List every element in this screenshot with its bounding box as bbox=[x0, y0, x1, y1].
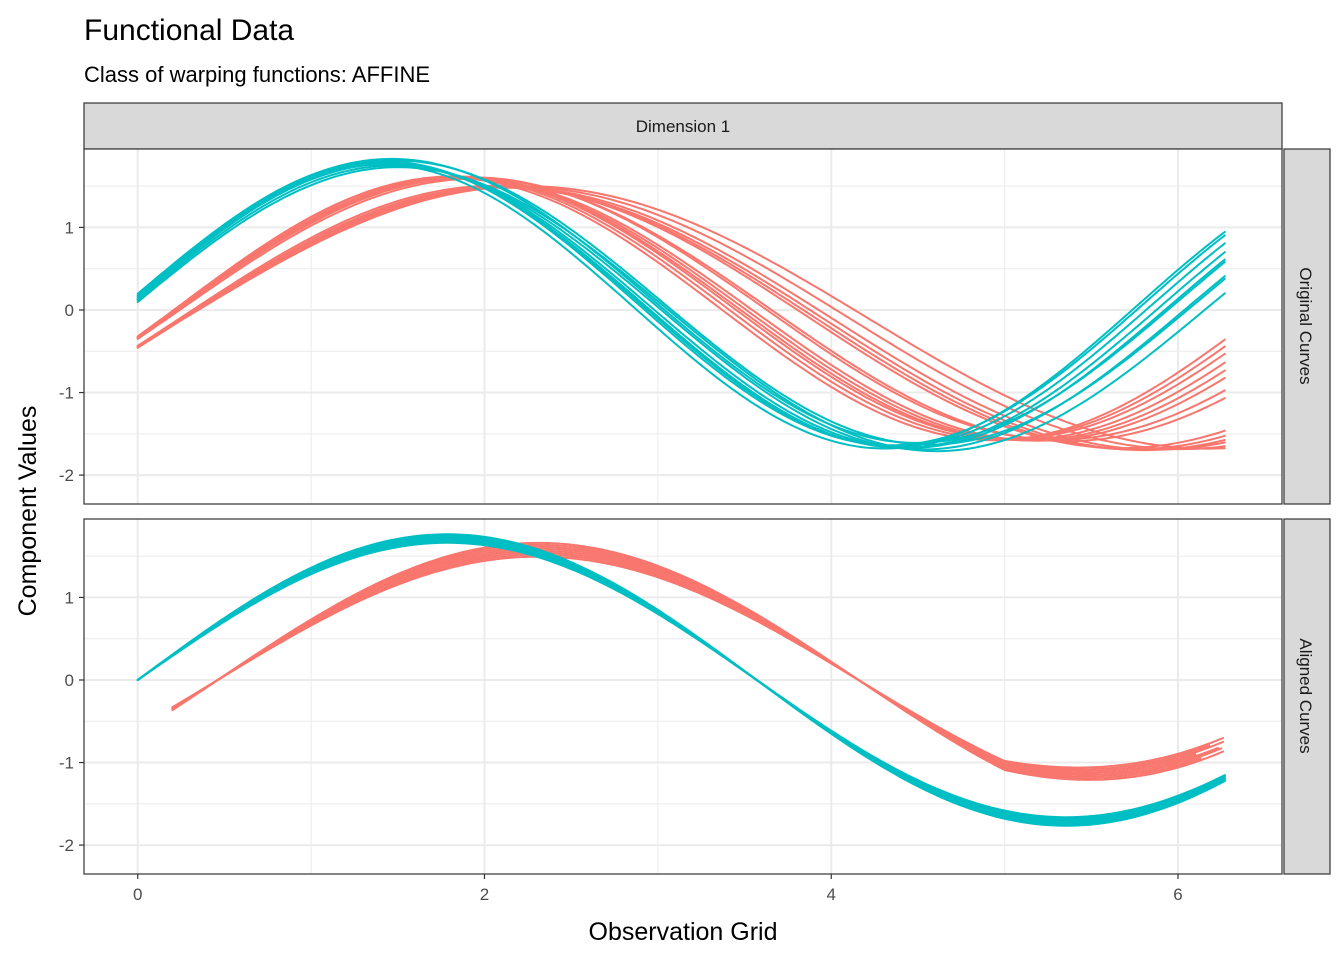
curve-teal-original-8 bbox=[136, 160, 1226, 447]
x-axis: 0 2 4 6 bbox=[133, 874, 1183, 904]
panel-aligned-curves: -2 -1 0 1 bbox=[59, 518, 1283, 875]
curve-red-original-14 bbox=[136, 176, 1226, 441]
curve-red-aligned-5 bbox=[171, 547, 1219, 776]
curve-teal-original-9 bbox=[136, 163, 1226, 450]
column-strip-label: Dimension 1 bbox=[636, 117, 731, 136]
curve-red-aligned-8 bbox=[171, 541, 1225, 781]
y-tick-label: 1 bbox=[65, 218, 74, 237]
x-tick-label: 4 bbox=[826, 885, 835, 904]
row-strip-aligned-label: Aligned Curves bbox=[1296, 638, 1315, 753]
curve-red-aligned-1 bbox=[171, 555, 1225, 769]
x-tick-label: 2 bbox=[480, 885, 489, 904]
row-strip-original bbox=[1283, 148, 1331, 505]
panel-original-curves: -2 -1 0 1 bbox=[59, 148, 1283, 505]
chart-subtitle: Class of warping functions: AFFINE bbox=[84, 62, 430, 87]
y-tick-label: -1 bbox=[59, 754, 74, 773]
curve-red-original-12 bbox=[136, 175, 1226, 440]
curve-red-aligned-3 bbox=[171, 551, 1225, 772]
y-tick-label: 0 bbox=[65, 301, 74, 320]
x-tick-label: 6 bbox=[1173, 885, 1182, 904]
y-tick-label: -2 bbox=[59, 836, 74, 855]
y-axis-label: Component Values bbox=[14, 406, 42, 617]
curve-teal-aligned-9 bbox=[136, 533, 1226, 827]
row-strip-original-label: Original Curves bbox=[1296, 267, 1315, 384]
column-strip bbox=[83, 102, 1283, 150]
curve-red-aligned-4 bbox=[180, 549, 1197, 774]
x-tick-label: 0 bbox=[133, 885, 142, 904]
curve-red-aligned-2 bbox=[188, 553, 1211, 771]
x-axis-label: Observation Grid bbox=[589, 918, 778, 946]
row-strip-aligned bbox=[1283, 518, 1331, 875]
y-tick-label: -1 bbox=[59, 384, 74, 403]
chart-title: Functional Data bbox=[84, 14, 294, 47]
curve-red-aligned-6 bbox=[174, 545, 1223, 778]
y-tick-label: 1 bbox=[65, 588, 74, 607]
y-tick-label: -2 bbox=[59, 466, 74, 485]
curve-teal-original-1 bbox=[136, 166, 1226, 453]
curve-red-aligned-7 bbox=[185, 543, 1202, 780]
curve-red-original-2 bbox=[136, 185, 1226, 451]
y-tick-label: 0 bbox=[65, 671, 74, 690]
